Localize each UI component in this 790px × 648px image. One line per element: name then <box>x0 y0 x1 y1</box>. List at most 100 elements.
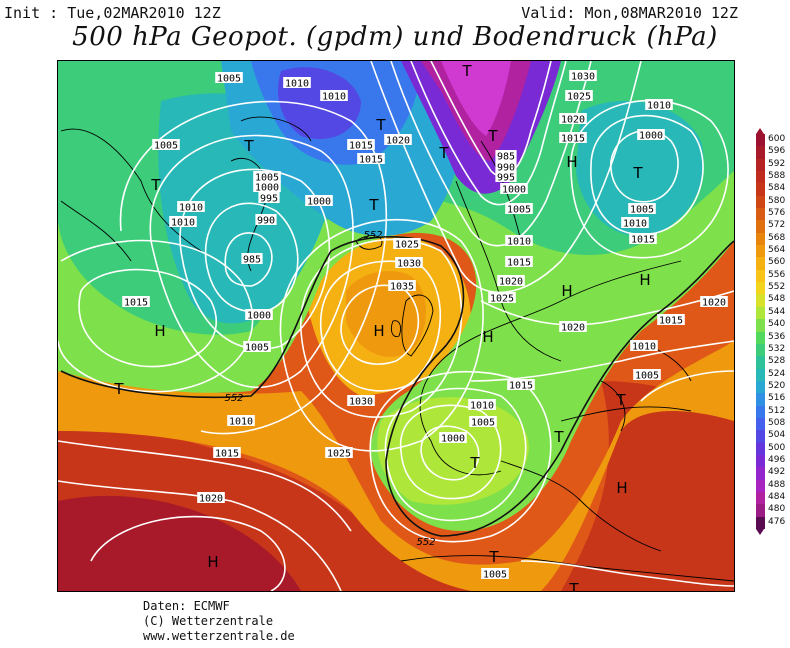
pressure-label: 1005 <box>483 570 507 581</box>
legend-value: 548 <box>768 294 786 305</box>
legend-swatch <box>756 232 765 246</box>
legend-value: 580 <box>768 195 786 206</box>
pressure-label-bg <box>255 214 277 225</box>
legend-swatch <box>756 368 765 381</box>
legend-row: 572 <box>752 220 790 233</box>
pressure-label-bg <box>384 134 412 145</box>
pressure-label: 1015 <box>359 155 383 166</box>
pressure-label-bg <box>495 171 517 182</box>
high-pressure-center: H <box>207 553 218 571</box>
pressure-label: 1010 <box>179 203 203 214</box>
pressure-label-bg <box>497 275 525 286</box>
pressure-label: 1010 <box>285 79 309 90</box>
pressure-label: 1025 <box>490 294 514 305</box>
pressure-label-bg <box>347 139 375 150</box>
legend-row: 492 <box>752 467 790 480</box>
pressure-label: 1010 <box>632 342 656 353</box>
pressure-label-bg <box>325 447 353 458</box>
pressure-label-bg <box>700 296 728 307</box>
credit-website: www.wetterzentrale.de <box>143 629 295 643</box>
pressure-label-bg <box>197 492 225 503</box>
high-pressure-center: H <box>561 282 572 300</box>
legend-swatch <box>756 380 765 394</box>
geopotential-label: 552 <box>363 230 382 241</box>
low-pressure-center: T <box>375 116 386 134</box>
legend-swatch <box>756 417 765 431</box>
legend-value: 560 <box>768 257 786 268</box>
legend-row: 576 <box>752 208 790 221</box>
legend-swatch <box>756 393 765 406</box>
valid-time: Valid: Mon,08MAR2010 12Z <box>521 4 738 22</box>
pressure-label: 1005 <box>217 74 241 85</box>
legend-row: 520 <box>752 380 790 394</box>
low-pressure-center: T <box>113 380 124 398</box>
legend-swatch <box>756 343 765 357</box>
pressure-label: 1000 <box>255 183 279 194</box>
pressure-label: 1015 <box>659 316 683 327</box>
pressure-label-bg <box>347 395 375 406</box>
legend-value: 484 <box>768 491 786 502</box>
pressure-label: 995 <box>497 173 515 184</box>
legend-row: 600 <box>752 134 790 147</box>
legend-value: 496 <box>768 454 786 465</box>
pressure-label-bg <box>253 171 281 182</box>
pressure-label: 1020 <box>386 136 410 147</box>
legend-value: 536 <box>768 331 786 342</box>
legend-value: 600 <box>768 134 786 144</box>
legend-swatch <box>756 269 765 283</box>
legend-swatch <box>756 467 765 480</box>
pressure-label: 1015 <box>349 141 373 152</box>
pressure-label: 990 <box>257 216 275 227</box>
legend-swatch <box>756 454 765 468</box>
legend-row: 476 <box>752 516 790 529</box>
geopotential-label: 552 <box>224 393 243 404</box>
pressure-label: 1015 <box>507 258 531 269</box>
credits: Daten: ECMWF (C) Wetterzentrale www.wett… <box>143 599 295 644</box>
legend-row: 596 <box>752 146 790 159</box>
pressure-label-bg <box>505 256 533 267</box>
legend-swatch <box>756 134 765 147</box>
pressure-label: 1010 <box>171 218 195 229</box>
legend-row: 480 <box>752 504 790 517</box>
pressure-label-bg <box>152 139 180 150</box>
pressure-label: 1015 <box>509 381 533 392</box>
pressure-label-bg <box>253 181 281 192</box>
legend-swatch <box>756 183 765 196</box>
legend-row: 488 <box>752 479 790 492</box>
legend-swatch <box>756 208 765 221</box>
pressure-label-bg <box>469 416 497 427</box>
init-time: Init : Tue,02MAR2010 12Z <box>4 4 221 22</box>
legend-value: 592 <box>768 158 786 169</box>
legend-value: 584 <box>768 183 786 194</box>
legend-row: 484 <box>752 491 790 505</box>
legend-value: 504 <box>768 430 786 441</box>
pressure-label-bg <box>320 90 348 101</box>
pressure-label-bg <box>177 201 205 212</box>
geopotential-label: 552 <box>416 537 435 548</box>
pressure-label: 1015 <box>124 298 148 309</box>
low-pressure-center: T <box>488 548 499 566</box>
pressure-label-bg <box>628 203 656 214</box>
pressure-label: 1000 <box>441 434 465 445</box>
legend-swatch <box>756 491 765 505</box>
pressure-label-bg <box>657 314 685 325</box>
pressure-centers: T T T T T T T T T T T T T T H H H H H H H H <box>113 62 650 591</box>
legend-row: 544 <box>752 306 790 320</box>
legend-row: 500 <box>752 442 790 455</box>
legend-row: 524 <box>752 368 790 381</box>
legend-swatch <box>756 282 765 295</box>
legend-swatch <box>756 405 765 418</box>
pressure-label-bg <box>468 399 496 410</box>
legend-row: 552 <box>752 282 790 295</box>
pressure-label: 1005 <box>507 205 531 216</box>
low-pressure-center: T <box>632 164 643 182</box>
legend-swatch <box>756 220 765 233</box>
legend-swatch <box>756 479 765 492</box>
pressure-label: 1035 <box>390 282 414 293</box>
legend-row: 584 <box>752 183 790 196</box>
legend-swatch <box>756 195 765 209</box>
pressure-label-bg <box>439 432 467 443</box>
pressure-label: 1020 <box>561 115 585 126</box>
pressure-label-bg <box>495 150 517 161</box>
pressure-label-bg <box>645 99 673 110</box>
